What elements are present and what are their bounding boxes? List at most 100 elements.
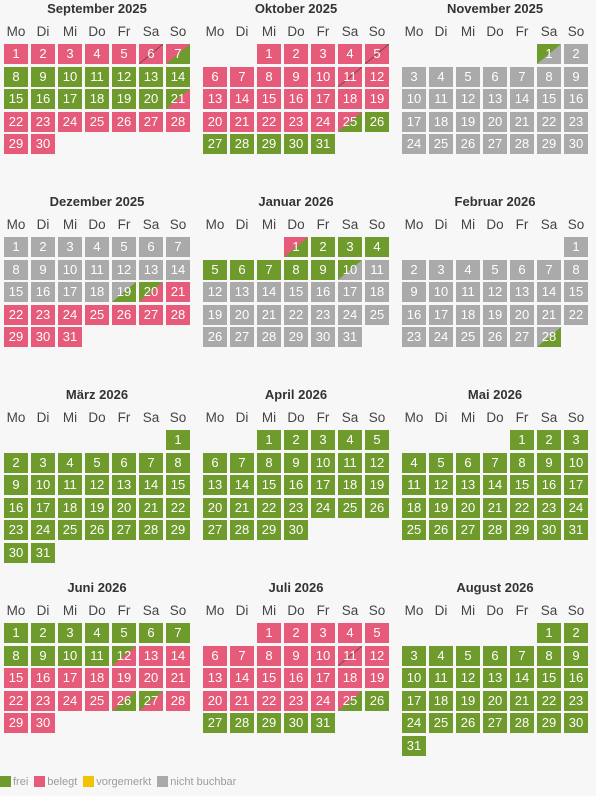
day-cell[interactable]: 15 — [166, 475, 190, 495]
day-cell[interactable]: 4 — [402, 452, 426, 473]
day-cell[interactable]: 13 — [112, 475, 136, 495]
day-cell[interactable]: 26 — [365, 497, 389, 518]
day-cell[interactable]: 29 — [257, 713, 281, 733]
day-cell[interactable]: 1 — [284, 237, 308, 257]
day-cell[interactable]: 7 — [510, 645, 534, 666]
day-cell[interactable]: 31 — [31, 542, 55, 563]
day-cell[interactable]: 7 — [257, 259, 281, 280]
day-cell[interactable]: 8 — [537, 645, 561, 666]
day-cell[interactable]: 12 — [365, 452, 389, 473]
day-cell[interactable]: 19 — [429, 497, 453, 518]
day-cell[interactable]: 21 — [139, 497, 163, 518]
day-cell[interactable]: 18 — [58, 497, 82, 518]
day-cell[interactable]: 30 — [537, 520, 561, 540]
day-cell[interactable]: 6 — [483, 645, 507, 666]
day-cell[interactable]: 2 — [284, 430, 308, 450]
day-cell[interactable]: 1 — [537, 623, 561, 643]
day-cell[interactable]: 15 — [4, 89, 28, 109]
day-cell[interactable]: 30 — [284, 713, 308, 733]
day-cell[interactable]: 14 — [510, 668, 534, 688]
day-cell[interactable]: 21 — [510, 690, 534, 711]
day-cell[interactable]: 11 — [85, 645, 109, 666]
day-cell[interactable]: 22 — [537, 690, 561, 711]
day-cell[interactable]: 20 — [483, 690, 507, 711]
day-cell[interactable]: 7 — [166, 623, 190, 643]
day-cell[interactable]: 5 — [85, 452, 109, 473]
day-cell[interactable]: 1 — [257, 430, 281, 450]
day-cell[interactable]: 20 — [203, 497, 227, 518]
day-cell[interactable]: 30 — [4, 542, 28, 563]
day-cell[interactable]: 4 — [85, 623, 109, 643]
day-cell[interactable]: 25 — [429, 713, 453, 733]
day-cell[interactable]: 10 — [311, 452, 335, 473]
day-cell[interactable]: 6 — [203, 452, 227, 473]
day-cell[interactable]: 9 — [31, 66, 55, 87]
day-cell[interactable]: 16 — [564, 668, 588, 688]
day-cell[interactable]: 27 — [203, 520, 227, 540]
day-cell[interactable]: 12 — [456, 668, 480, 688]
day-cell[interactable]: 14 — [166, 66, 190, 87]
day-cell[interactable]: 9 — [537, 452, 561, 473]
day-cell[interactable]: 19 — [112, 89, 136, 109]
day-cell[interactable]: 17 — [58, 89, 82, 109]
day-cell[interactable]: 8 — [257, 452, 281, 473]
day-cell[interactable]: 12 — [85, 475, 109, 495]
day-cell[interactable]: 9 — [4, 475, 28, 495]
day-cell[interactable]: 5 — [456, 645, 480, 666]
day-cell[interactable]: 27 — [203, 134, 227, 154]
day-cell[interactable]: 22 — [166, 497, 190, 518]
day-cell[interactable]: 20 — [139, 282, 163, 302]
day-cell[interactable]: 28 — [230, 713, 254, 733]
day-cell[interactable]: 8 — [510, 452, 534, 473]
day-cell[interactable]: 4 — [365, 237, 389, 257]
day-cell[interactable]: 12 — [112, 645, 136, 666]
day-cell[interactable]: 10 — [564, 452, 588, 473]
day-cell[interactable]: 27 — [456, 520, 480, 540]
day-cell[interactable]: 23 — [564, 690, 588, 711]
day-cell[interactable]: 10 — [58, 645, 82, 666]
day-cell[interactable]: 16 — [4, 497, 28, 518]
day-cell[interactable]: 7 — [139, 452, 163, 473]
day-cell[interactable]: 27 — [483, 713, 507, 733]
day-cell[interactable]: 1 — [510, 430, 534, 450]
day-cell[interactable]: 31 — [311, 713, 335, 733]
day-cell[interactable]: 6 — [112, 452, 136, 473]
day-cell[interactable]: 6 — [456, 452, 480, 473]
day-cell[interactable]: 3 — [311, 430, 335, 450]
day-cell[interactable]: 2 — [4, 452, 28, 473]
day-cell[interactable]: 16 — [284, 475, 308, 495]
day-cell[interactable]: 8 — [4, 66, 28, 87]
day-cell[interactable]: 15 — [257, 475, 281, 495]
day-cell[interactable]: 7 — [230, 452, 254, 473]
day-cell[interactable]: 21 — [230, 497, 254, 518]
day-cell[interactable]: 17 — [311, 475, 335, 495]
day-cell[interactable]: 28 — [483, 520, 507, 540]
day-cell[interactable]: 22 — [510, 497, 534, 518]
day-cell[interactable]: 20 — [112, 497, 136, 518]
day-cell[interactable]: 16 — [537, 475, 561, 495]
day-cell[interactable]: 12 — [112, 66, 136, 87]
day-cell[interactable]: 17 — [31, 497, 55, 518]
day-cell[interactable]: 29 — [510, 520, 534, 540]
day-cell[interactable]: 31 — [311, 134, 335, 154]
day-cell[interactable]: 11 — [58, 475, 82, 495]
day-cell[interactable]: 13 — [139, 66, 163, 87]
day-cell[interactable]: 11 — [429, 668, 453, 688]
day-cell[interactable]: 14 — [230, 475, 254, 495]
day-cell[interactable]: 10 — [58, 66, 82, 87]
day-cell[interactable]: 19 — [112, 282, 136, 302]
day-cell[interactable]: 2 — [311, 237, 335, 257]
day-cell[interactable]: 25 — [402, 520, 426, 540]
day-cell[interactable]: 1 — [166, 430, 190, 450]
day-cell[interactable]: 13 — [483, 668, 507, 688]
day-cell[interactable]: 26 — [365, 111, 389, 132]
day-cell[interactable]: 24 — [31, 520, 55, 540]
day-cell[interactable]: 28 — [139, 520, 163, 540]
day-cell[interactable]: 4 — [338, 430, 362, 450]
day-cell[interactable]: 26 — [85, 520, 109, 540]
day-cell[interactable]: 13 — [456, 475, 480, 495]
day-cell[interactable]: 5 — [365, 430, 389, 450]
day-cell[interactable]: 15 — [510, 475, 534, 495]
day-cell[interactable]: 24 — [311, 497, 335, 518]
day-cell[interactable]: 30 — [564, 713, 588, 733]
